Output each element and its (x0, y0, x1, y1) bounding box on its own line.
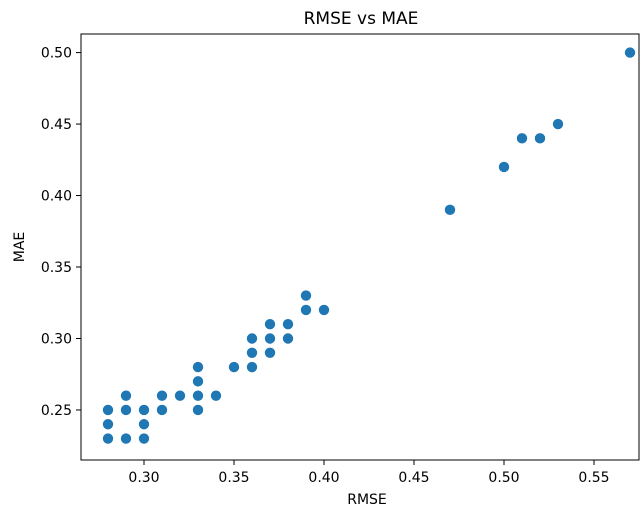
y-tick-label: 0.30 (41, 331, 72, 347)
data-point (102, 433, 114, 444)
data-point (192, 361, 204, 373)
y-tick-label: 0.45 (41, 117, 72, 133)
data-point (318, 304, 330, 316)
data-point (138, 419, 150, 430)
data-point (282, 318, 294, 330)
chart-title: RMSE vs MAE (304, 9, 419, 29)
y-axis-label: MAE (12, 232, 28, 263)
data-point (552, 118, 564, 130)
data-point (138, 433, 150, 444)
x-tick-label: 0.45 (398, 470, 429, 486)
data-point (246, 361, 258, 373)
data-point (102, 419, 114, 430)
data-point (246, 333, 258, 344)
data-point (120, 404, 132, 416)
data-point (156, 404, 168, 416)
data-point (192, 376, 204, 387)
y-tick-label: 0.35 (41, 260, 72, 276)
data-point (192, 404, 204, 416)
data-point (282, 333, 294, 344)
data-point (156, 390, 168, 401)
x-tick-label: 0.35 (218, 470, 249, 486)
y-tick-label: 0.25 (41, 403, 72, 419)
data-point (498, 161, 510, 173)
x-tick-label: 0.55 (578, 470, 609, 486)
y-tick-label: 0.50 (41, 46, 72, 62)
data-point (300, 304, 312, 316)
data-point (192, 390, 204, 401)
data-point (444, 204, 456, 216)
data-point (534, 133, 546, 144)
y-axis: 0.25 0.30 0.35 0.40 0.45 0.50 (41, 46, 81, 419)
x-axis-label: RMSE (347, 492, 387, 508)
data-point (120, 433, 132, 444)
plot-points (102, 47, 636, 444)
data-point (210, 390, 222, 401)
data-point (264, 333, 276, 344)
data-point (174, 390, 186, 401)
data-point (102, 404, 114, 416)
data-point (138, 404, 150, 416)
data-point (264, 347, 276, 358)
x-tick-label: 0.50 (488, 470, 519, 486)
x-axis: 0.30 0.35 0.40 0.45 0.50 0.55 (128, 460, 610, 486)
data-point (264, 318, 276, 330)
plot-frame (80, 33, 640, 461)
data-point (624, 47, 636, 58)
data-point (120, 390, 132, 401)
x-tick-label: 0.30 (128, 470, 159, 486)
data-point (246, 347, 258, 358)
data-point (228, 361, 240, 373)
data-point (516, 133, 528, 144)
x-tick-label: 0.40 (308, 470, 339, 486)
data-point (300, 290, 312, 301)
y-tick-label: 0.40 (41, 189, 72, 205)
